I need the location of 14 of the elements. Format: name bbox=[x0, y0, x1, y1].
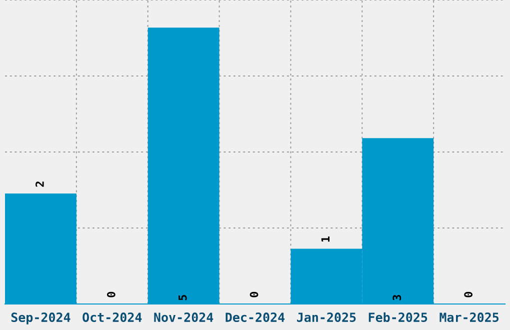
data-label: 0 bbox=[106, 292, 116, 298]
data-label: 3 bbox=[392, 294, 402, 300]
data-label: 5 bbox=[178, 295, 187, 300]
x-tick-label: Nov-2024 bbox=[154, 312, 214, 322]
x-tick-label: Dec-2024 bbox=[226, 312, 285, 322]
data-label: 0 bbox=[250, 292, 258, 298]
x-tick-label: Oct-2024 bbox=[82, 312, 142, 322]
x-tick-label: Feb-2025 bbox=[368, 312, 428, 322]
data-label: 1 bbox=[321, 236, 330, 242]
x-tick-label: Jan-2025 bbox=[296, 312, 356, 322]
x-tick-label: Sep-2024 bbox=[11, 312, 70, 324]
data-label: 2 bbox=[36, 182, 44, 187]
data-label: 0 bbox=[464, 292, 473, 298]
x-tick-label: Mar-2025 bbox=[440, 312, 499, 322]
